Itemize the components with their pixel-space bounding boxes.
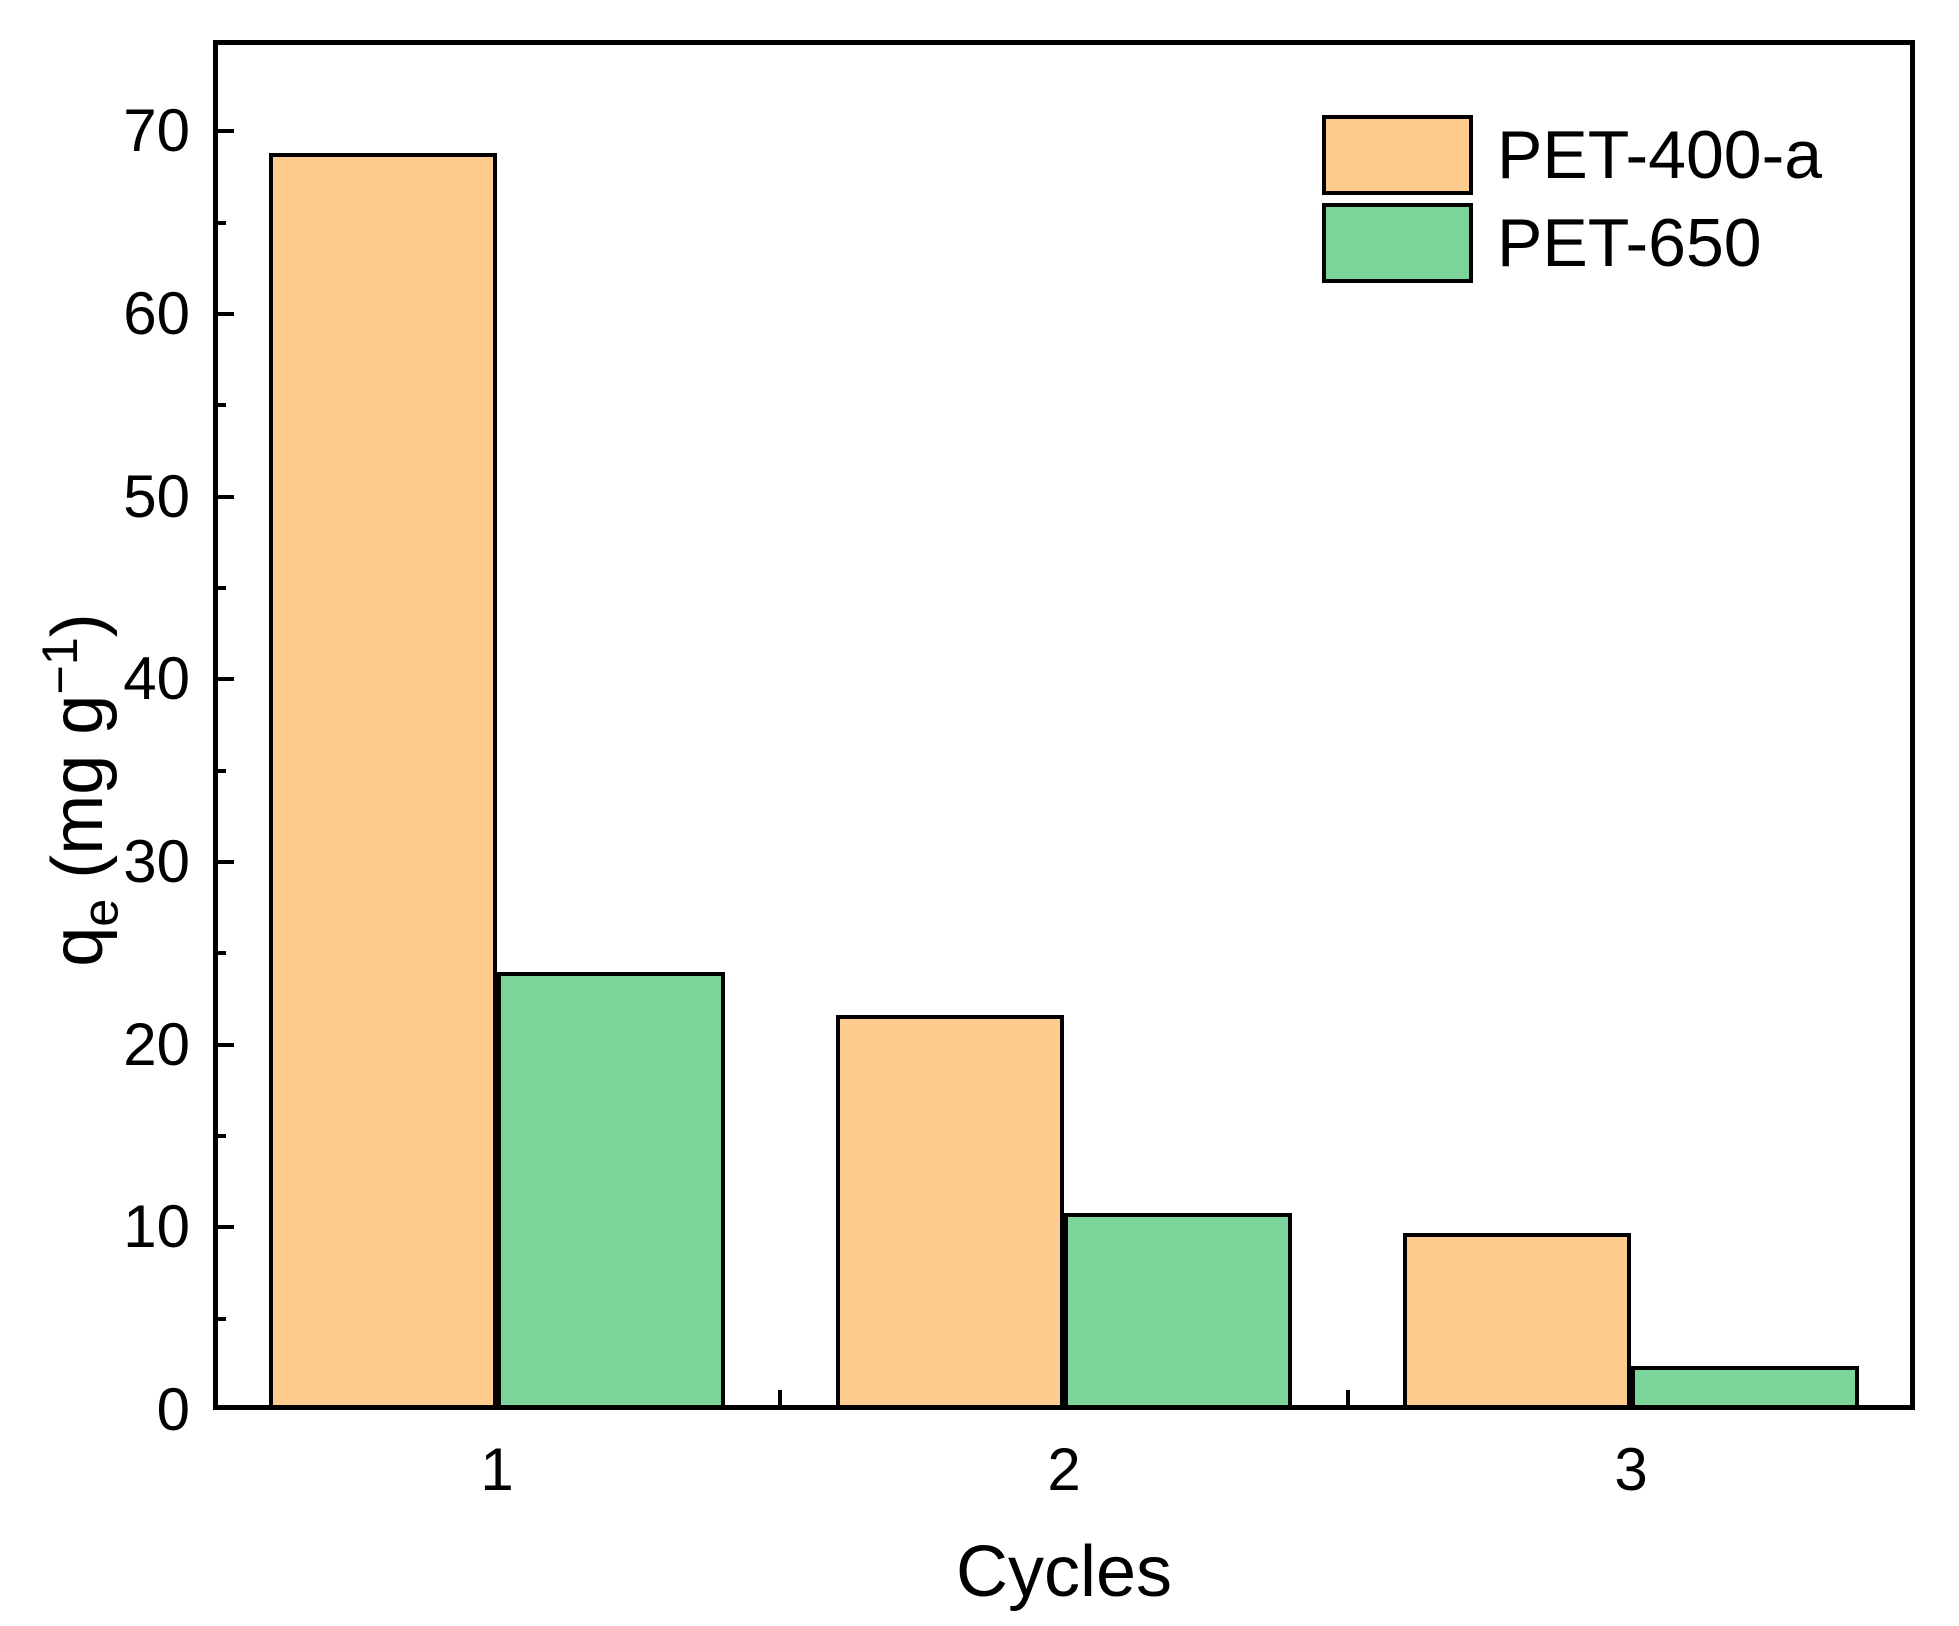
bar-PET-400-a-cycle-2 <box>836 1015 1064 1410</box>
y-tick-label-0: 0 <box>156 1376 190 1443</box>
y-tick-label-20: 20 <box>123 1011 190 1078</box>
x-tick-label-3: 3 <box>1614 1436 1648 1503</box>
x-axis-title: Cycles <box>955 1532 1173 1612</box>
y-tick-label-50: 50 <box>123 463 190 530</box>
y-major-tick-60 <box>213 312 234 316</box>
y-minor-tick-65 <box>213 221 226 225</box>
y-tick-label-10: 10 <box>123 1193 190 1260</box>
y-major-tick-50 <box>213 495 234 499</box>
legend-item-PET-400-a: PET-400-a <box>1322 115 1822 195</box>
legend-swatch-PET-650 <box>1322 203 1473 283</box>
legend-item-PET-650: PET-650 <box>1322 203 1822 283</box>
bar-PET-650-cycle-1 <box>497 972 725 1410</box>
y-minor-tick-45 <box>213 586 226 590</box>
y-major-tick-40 <box>213 677 234 681</box>
legend-swatch-PET-400-a <box>1322 115 1473 195</box>
y-tick-label-70: 70 <box>123 97 190 164</box>
bar-PET-400-a-cycle-3 <box>1403 1233 1631 1410</box>
bar-PET-400-a-cycle-1 <box>269 153 497 1410</box>
y-major-tick-10 <box>213 1225 234 1229</box>
legend-label-PET-650: PET-650 <box>1497 205 1762 281</box>
y-minor-tick-5 <box>213 1317 226 1321</box>
y-minor-tick-55 <box>213 403 226 407</box>
y-minor-tick-35 <box>213 769 226 773</box>
legend: PET-400-a PET-650 <box>1322 115 1822 291</box>
y-tick-label-40: 40 <box>123 645 190 712</box>
y-minor-tick-25 <box>213 951 226 955</box>
y-tick-label-30: 30 <box>123 828 190 895</box>
y-minor-tick-15 <box>213 1134 226 1138</box>
y-major-tick-20 <box>213 1043 234 1047</box>
x-boundary-tick-1 <box>778 1390 782 1410</box>
bar-PET-650-cycle-3 <box>1631 1366 1859 1410</box>
bar-PET-650-cycle-2 <box>1064 1213 1292 1410</box>
y-tick-label-60: 60 <box>123 280 190 347</box>
x-tick-label-1: 1 <box>480 1436 514 1503</box>
y-major-tick-70 <box>213 129 234 133</box>
legend-label-PET-400-a: PET-400-a <box>1497 117 1823 193</box>
y-major-tick-30 <box>213 860 234 864</box>
x-boundary-tick-2 <box>1346 1390 1350 1410</box>
x-tick-label-2: 2 <box>1047 1436 1081 1503</box>
